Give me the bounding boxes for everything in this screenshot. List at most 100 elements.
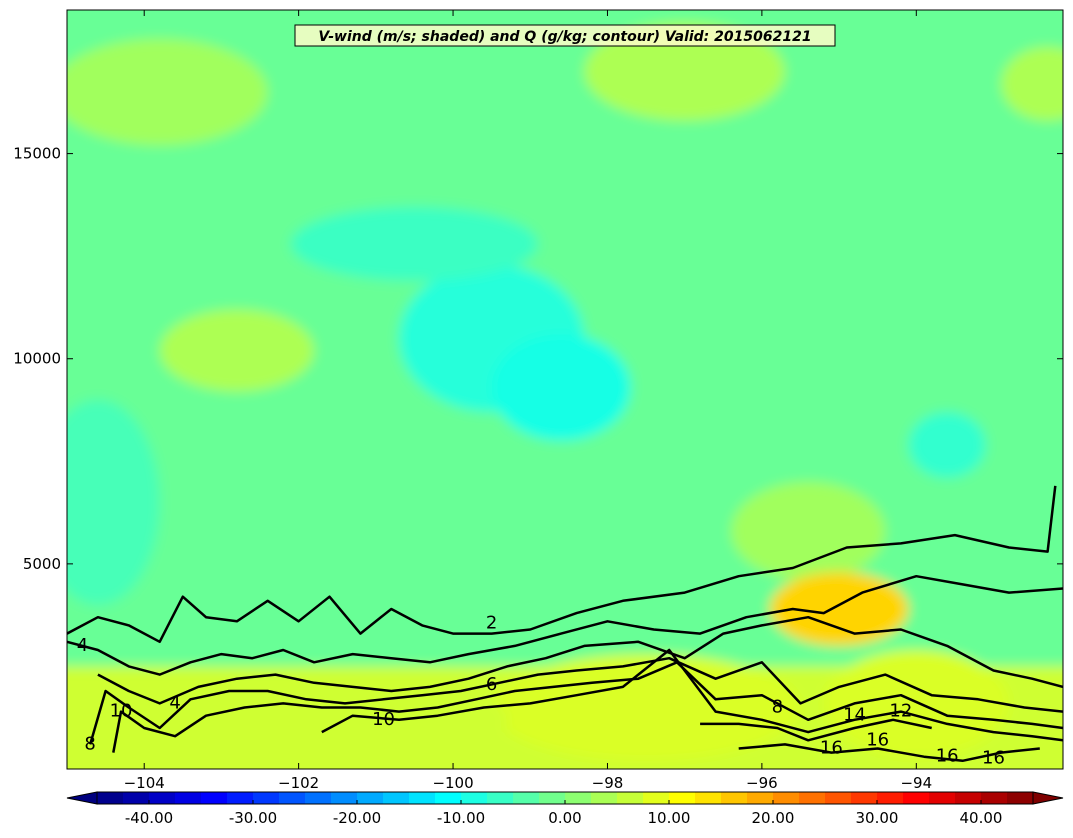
x-tick-label: −98 — [592, 774, 624, 792]
q-contour-label: 2 — [486, 612, 497, 633]
q-contour-6 — [97, 615, 1063, 705]
colorbar-segment — [123, 792, 150, 804]
plot-frame — [66, 9, 1064, 770]
q-contour-label: 16 — [982, 748, 1005, 769]
v-wind-feature — [159, 309, 315, 392]
colorbar: -40.00 -30.00 -20.00 -10.00 0.00 10.00 20.00 30… — [66, 791, 1064, 827]
colorbar-segment — [227, 792, 254, 804]
x-axis: −104 −102 −100 −98 −96 −94 — [124, 10, 932, 792]
v-wind-feature — [769, 572, 909, 646]
q-contour-14 — [700, 718, 932, 742]
q-contour-10 — [112, 661, 1063, 753]
colorbar-segment — [903, 792, 930, 804]
colorbar-segment — [305, 792, 332, 804]
colorbar-segment — [201, 792, 228, 804]
v-wind-feature — [491, 654, 801, 761]
colorbar-tick-label: 0.00 — [548, 809, 581, 827]
q-contour-label: 16 — [866, 729, 889, 750]
y-tick-label: 10000 — [13, 350, 61, 368]
q-contour-label: 8 — [772, 696, 783, 717]
colorbar-tick-label: 10.00 — [648, 809, 691, 827]
colorbar-segment — [825, 792, 852, 804]
q-contour-4 — [67, 574, 1063, 676]
colorbar-segment — [565, 792, 592, 804]
colorbar-segment — [1007, 792, 1034, 804]
colorbar-segment — [149, 792, 176, 804]
v-wind-feature — [1001, 46, 1063, 121]
colorbar-segment — [487, 792, 514, 804]
colorbar-segment — [955, 792, 982, 804]
colorbar-segment — [721, 792, 748, 804]
chart-title: V-wind (m/s; shaded) and Q (g/kg; contou… — [318, 29, 811, 45]
colorbar-tick-label: 40.00 — [960, 809, 1003, 827]
x-tick-label: −104 — [124, 774, 165, 792]
q-contour-16 — [738, 743, 1040, 763]
q-contour-label: 16 — [820, 737, 843, 758]
colorbar-tick-label: -20.00 — [333, 809, 381, 827]
x-tick-label: −94 — [900, 774, 932, 792]
v-wind-feature — [908, 412, 986, 478]
colorbar-segment — [513, 792, 540, 804]
colorbar-segment — [409, 792, 436, 804]
title-box: V-wind (m/s; shaded) and Q (g/kg; contou… — [294, 24, 836, 47]
colorbar-segment — [591, 792, 618, 804]
q-contour-label: 10 — [372, 709, 395, 730]
v-wind-field-blobs — [67, 10, 1063, 769]
colorbar-segment — [747, 792, 774, 804]
q-contour-label: 10 — [110, 701, 133, 722]
q-contour-label: 12 — [889, 701, 912, 722]
q-contour-label: 8 — [84, 733, 95, 754]
title-background — [294, 24, 836, 47]
colorbar-segment — [643, 792, 670, 804]
q-contour-label: 6 — [486, 674, 497, 695]
colorbar-segment — [383, 792, 410, 804]
v-wind-shading — [67, 10, 1063, 769]
colorbar-segment — [435, 792, 462, 804]
v-wind-feature — [491, 334, 631, 441]
q-contour-label: 4 — [77, 635, 88, 656]
x-tick-label: −100 — [432, 774, 473, 792]
v-wind-feature — [67, 38, 268, 146]
q-contours — [67, 485, 1063, 763]
colorbar-segment — [695, 792, 722, 804]
q-contour-2 — [67, 485, 1057, 644]
y-tick-label: 15000 — [13, 145, 61, 163]
colorbar-segment — [175, 792, 202, 804]
colorbar-segment — [357, 792, 384, 804]
x-tick-label: −102 — [278, 774, 319, 792]
colorbar-segment — [279, 792, 306, 804]
colorbar-segment — [877, 792, 904, 804]
colorbar-extend-min — [66, 791, 98, 805]
v-wind-feature — [67, 399, 160, 605]
colorbar-tick-label: 20.00 — [752, 809, 795, 827]
colorbar-segment — [539, 792, 566, 804]
colorbar-segment — [851, 792, 878, 804]
colorbar-segment — [981, 792, 1008, 804]
colorbar-tick-label: -10.00 — [437, 809, 485, 827]
colorbar-extend-max — [1032, 791, 1064, 805]
colorbar-segment — [669, 792, 696, 804]
colorbar-tick-label: -30.00 — [229, 809, 277, 827]
colorbar-segment — [773, 792, 800, 804]
y-tick-label: 5000 — [23, 555, 61, 573]
q-contour-label: 16 — [936, 746, 959, 767]
q-contour-8 — [88, 656, 1063, 745]
v-wind-feature — [290, 206, 538, 281]
colorbar-tick-label: -40.00 — [125, 809, 173, 827]
colorbar-segment — [617, 792, 644, 804]
v-wind-feature — [584, 22, 786, 121]
colorbar-segment — [799, 792, 826, 804]
x-tick-label: −96 — [746, 774, 778, 792]
v-wind-feature — [731, 481, 886, 581]
y-axis: 5000 10000 15000 — [13, 145, 1063, 573]
colorbar-segment — [253, 792, 280, 804]
colorbar-tick-label: 30.00 — [856, 809, 899, 827]
colorbar-segment — [929, 792, 956, 804]
q-contour-12 — [321, 648, 1063, 742]
q-contour-label: 4 — [169, 692, 180, 713]
colorbar-segment — [461, 792, 488, 804]
q-contour-label: 14 — [843, 705, 866, 726]
